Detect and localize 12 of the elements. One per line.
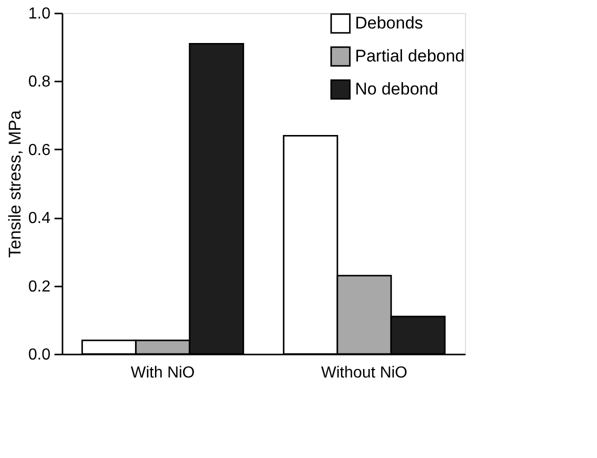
legend-label: Debonds — [355, 14, 424, 32]
y-tick-label: 1.0 — [28, 6, 51, 22]
legend-label: No debond — [355, 80, 438, 98]
y-axis-title: Tensile stress, MPa — [5, 110, 24, 258]
x-tick-label: Without NiO — [321, 364, 408, 382]
y-tick-label: 0.4 — [28, 210, 51, 228]
y-tick-label: 0.6 — [28, 142, 51, 159]
x-tick-label: With NiO — [130, 364, 195, 382]
y-tick-label: 0.2 — [28, 278, 51, 296]
y-tick-label: 0.0 — [28, 346, 51, 364]
legend-label: Partial debond — [355, 46, 465, 66]
y-tick-label: 0.8 — [28, 74, 51, 91]
